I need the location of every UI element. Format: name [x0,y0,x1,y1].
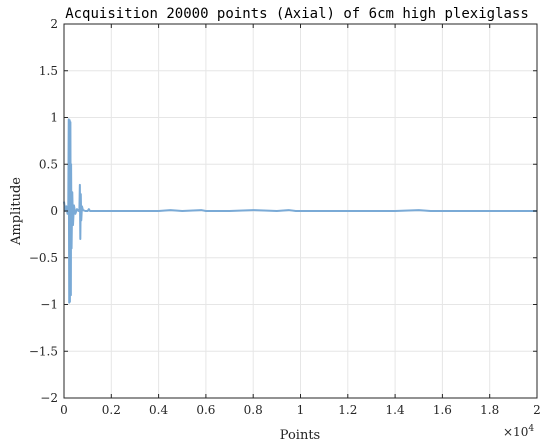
x-tick-label: 0 [60,403,68,417]
y-axis-ticks: −2 −1.5 −1 −0.5 0 0.5 1 1.5 2 [29,17,537,405]
y-axis-label: Amplitude [9,177,24,246]
x-axis-ticks: 0 0.2 0.4 0.6 0.8 1 1.2 1.4 1.6 1.8 2 [60,24,541,417]
y-tick-label: 1 [50,111,58,125]
x-tick-label: 2 [533,403,541,417]
x-axis-exponent-power: 4 [528,424,534,434]
x-tick-label: 0.2 [102,403,121,417]
y-tick-label: 2 [50,17,58,31]
x-tick-label: 0.4 [149,403,168,417]
y-tick-label: −0.5 [29,251,58,265]
data-series [63,118,537,304]
y-tick-label: 0.5 [39,157,58,171]
x-tick-label: 1.8 [480,403,499,417]
x-axis-exponent: ×104 [503,424,534,439]
x-axis-exponent-base: ×10 [503,425,528,439]
y-tick-label: 1.5 [39,64,58,78]
y-tick-label: −1.5 [29,344,58,358]
y-tick-label: −2 [40,391,58,405]
x-tick-label: 1.4 [386,403,405,417]
x-tick-label: 1.6 [433,403,452,417]
series-line [63,118,537,304]
y-tick-label: 0 [50,204,58,218]
x-tick-label: 0.8 [244,403,263,417]
x-axis-label: Points [280,428,320,443]
x-tick-label: 0.6 [196,403,215,417]
y-tick-label: −1 [40,298,58,312]
x-tick-label: 1.2 [338,403,357,417]
x-tick-label: 1 [297,403,305,417]
chart-title: Acquisition 20000 points (Axial) of 6cm … [65,6,529,22]
